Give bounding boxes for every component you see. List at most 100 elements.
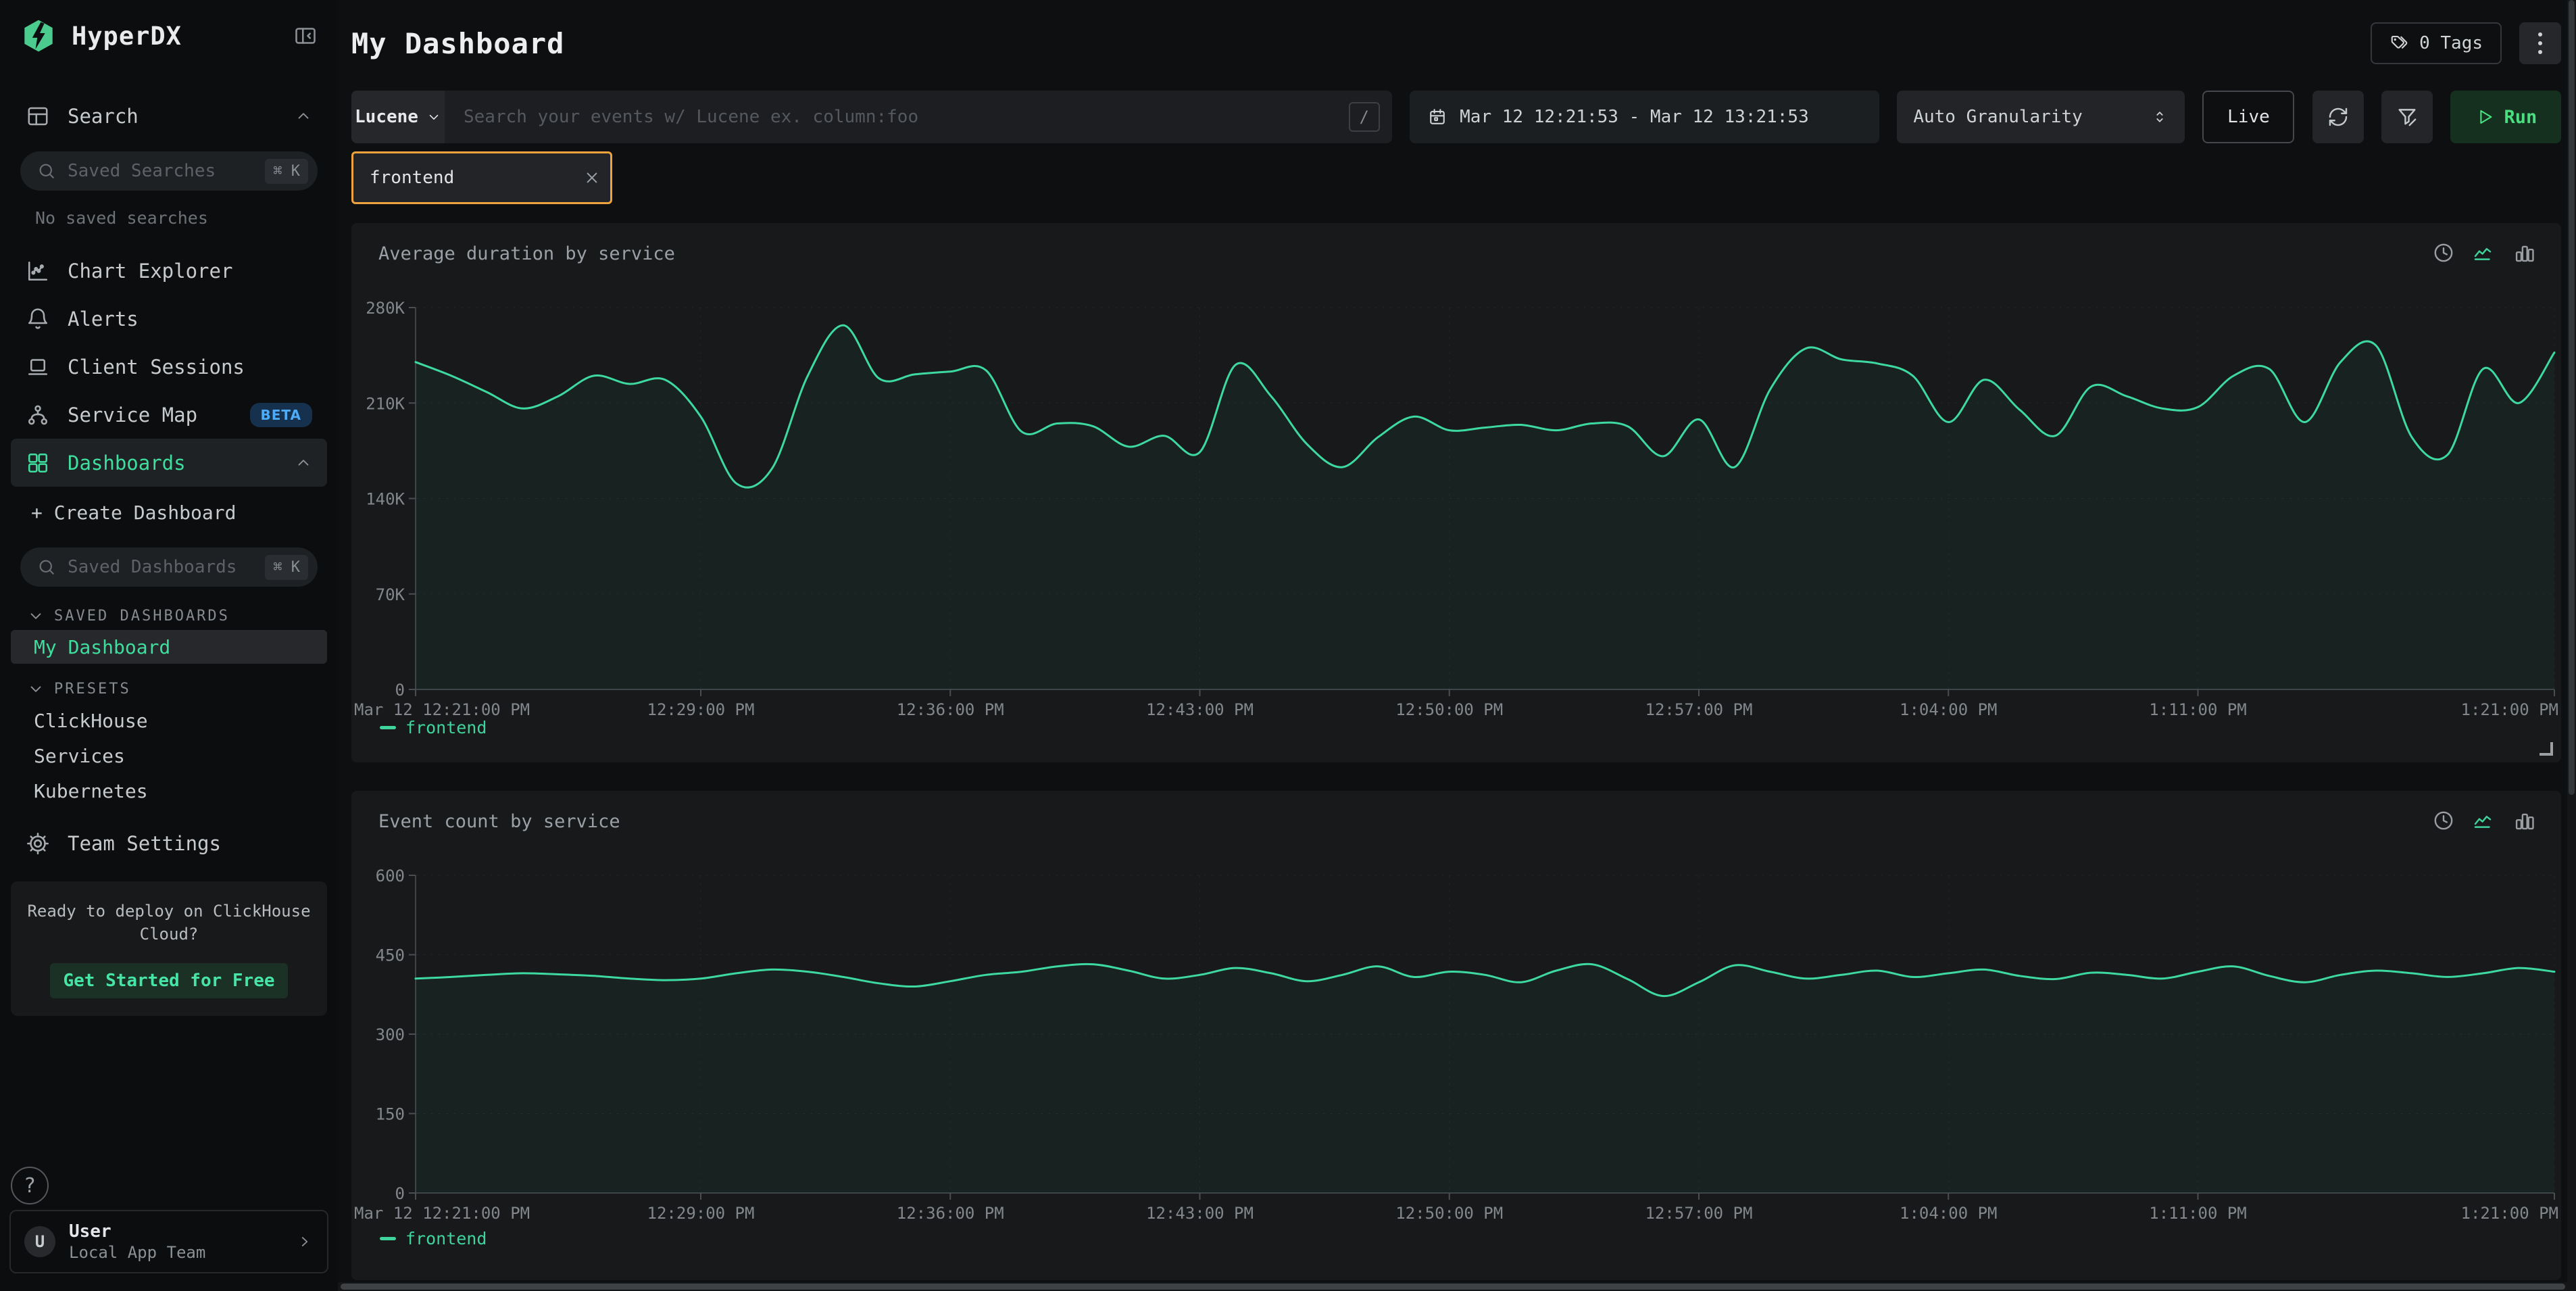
refresh-icon <box>2329 107 2347 126</box>
sidebar-nav: Chart Explorer Alerts Client Sessions Se… <box>11 247 327 487</box>
filter-icon <box>2398 109 2417 126</box>
sidebar-item-team-settings[interactable]: Team Settings <box>11 822 327 865</box>
sidebar-item-my-dashboard[interactable]: My Dashboard <box>11 630 327 664</box>
hyperdx-logo-icon[interactable] <box>20 18 57 54</box>
service-filter-input[interactable] <box>353 168 574 188</box>
promo-text: Ready to deploy on ClickHouse Cloud? <box>24 900 314 946</box>
sidebar-item-alerts[interactable]: Alerts <box>11 295 327 343</box>
sidebar-item-kubernetes[interactable]: Kubernetes <box>11 773 327 808</box>
presets-group-header[interactable]: PRESETS <box>11 675 327 703</box>
sidebar-item-service-map[interactable]: Service Map BETA <box>11 391 327 439</box>
saved-dashboards-input[interactable] <box>68 557 255 577</box>
service-map-icon <box>26 403 50 427</box>
chevron-down-icon <box>30 686 41 692</box>
saved-dashboards-group-header[interactable]: SAVED DASHBOARDS <box>11 602 327 630</box>
svg-text:300: 300 <box>376 1025 405 1044</box>
clickhouse-cloud-promo: Ready to deploy on ClickHouse Cloud? Get… <box>11 881 327 1017</box>
live-button[interactable]: Live <box>2202 91 2295 143</box>
chevron-up-icon[interactable] <box>295 454 312 472</box>
chart-toolbar <box>2429 238 2540 268</box>
presets-list: ClickHouse Services Kubernetes <box>11 703 327 808</box>
user-name: User <box>69 1221 112 1242</box>
horizontal-scrollbar[interactable] <box>338 1282 2576 1291</box>
dashboard-menu-button[interactable] <box>2519 22 2561 64</box>
svg-text:12:50:00 PM: 12:50:00 PM <box>1395 700 1503 719</box>
svg-text:12:36:00 PM: 12:36:00 PM <box>897 1204 1004 1223</box>
bell-icon <box>26 307 50 331</box>
page-title: My Dashboard <box>351 26 565 60</box>
chart-title: Average duration by service <box>378 243 675 264</box>
chart-legend[interactable]: frontend <box>380 718 487 737</box>
svg-text:12:43:00 PM: 12:43:00 PM <box>1146 700 1254 719</box>
sidebar-item-client-sessions[interactable]: Client Sessions <box>11 343 327 391</box>
app-title: HyperDX <box>72 21 182 51</box>
line-chart-event-count[interactable]: 0 150 300 450 600 Mar 12 12:21:00 PM 12:29:00 … <box>351 791 2561 1250</box>
granularity-select[interactable]: Auto Granularity <box>1897 91 2185 143</box>
vertical-scrollbar-thumb[interactable] <box>2569 0 2575 796</box>
slash-shortcut: / <box>1348 102 1380 132</box>
time-range-icon[interactable] <box>2429 806 2458 835</box>
main-content: My Dashboard 0 Tags Lucene / <box>338 0 2576 1291</box>
svg-text:12:29:00 PM: 12:29:00 PM <box>647 700 755 719</box>
user-menu[interactable]: U User Local App Team <box>9 1210 328 1273</box>
time-range-icon[interactable] <box>2429 238 2458 268</box>
preset-label: ClickHouse <box>34 709 148 732</box>
query-toolbar: Lucene / Mar 12 12:21:53 - Mar 12 13:21:… <box>351 91 2561 143</box>
avatar: U <box>24 1226 55 1257</box>
bar-chart-icon[interactable] <box>2510 806 2540 835</box>
sidebar-item-services[interactable]: Services <box>11 738 327 773</box>
help-button[interactable]: ? <box>11 1167 49 1204</box>
sidebar-item-label: Team Settings <box>68 832 221 855</box>
vertical-scrollbar[interactable] <box>2567 0 2576 1282</box>
dashboard-header: My Dashboard 0 Tags <box>351 19 2561 68</box>
svg-text:150: 150 <box>376 1105 405 1124</box>
group-header-label: PRESETS <box>54 680 131 698</box>
saved-searches-input[interactable] <box>68 161 255 181</box>
event-search-input[interactable] <box>445 107 1349 127</box>
horizontal-scrollbar-thumb[interactable] <box>341 1284 2565 1290</box>
sidebar-item-clickhouse[interactable]: ClickHouse <box>11 703 327 738</box>
remove-filter-button[interactable] <box>574 160 610 196</box>
line-chart-average-duration[interactable]: 0 70K 140K 210K 280K Mar 12 12:21:00 PM 12:29:… <box>351 223 2561 737</box>
chart-panel-average-duration: 0 70K 140K 210K 280K Mar 12 12:21:00 PM 12:29:… <box>351 223 2561 762</box>
search-input-wrap: / <box>445 91 1392 143</box>
line-chart-icon[interactable] <box>2469 806 2499 835</box>
tags-label: 0 Tags <box>2419 33 2483 53</box>
svg-text:600: 600 <box>376 867 405 885</box>
svg-text:12:57:00 PM: 12:57:00 PM <box>1645 700 1753 719</box>
user-team: Local App Team <box>69 1243 206 1262</box>
run-button[interactable]: Run <box>2450 91 2561 143</box>
chart-legend[interactable]: frontend <box>380 1229 487 1248</box>
chevron-up-icon[interactable] <box>295 107 312 125</box>
user-meta: User Local App Team <box>69 1221 282 1262</box>
date-range-label: Mar 12 12:21:53 - Mar 12 13:21:53 <box>1460 107 1809 127</box>
calendar-icon <box>1430 109 1445 124</box>
svg-text:1:11:00 PM: 1:11:00 PM <box>2149 700 2247 719</box>
svg-text:Mar 12 12:21:00 PM: Mar 12 12:21:00 PM <box>354 1204 530 1223</box>
sidebar-item-dashboards[interactable]: Dashboards <box>11 439 327 487</box>
bar-chart-icon[interactable] <box>2510 238 2540 268</box>
sidebar-item-search[interactable]: Search <box>11 95 327 138</box>
saved-searches-search[interactable]: ⌘ K <box>20 151 318 191</box>
panel-resize-handle[interactable] <box>2540 742 2553 756</box>
svg-text:12:57:00 PM: 12:57:00 PM <box>1645 1204 1753 1223</box>
close-icon <box>587 172 597 183</box>
language-selector[interactable]: Lucene <box>351 91 445 143</box>
date-range-picker[interactable]: Mar 12 12:21:53 - Mar 12 13:21:53 <box>1410 91 1880 143</box>
cmd-k-shortcut: ⌘ K <box>265 554 308 580</box>
svg-text:0: 0 <box>395 681 405 700</box>
collapse-sidebar-icon[interactable] <box>291 21 320 51</box>
tags-button[interactable]: 0 Tags <box>2371 22 2502 64</box>
laptop-icon <box>26 355 50 379</box>
create-dashboard-button[interactable]: + Create Dashboard <box>11 491 327 534</box>
saved-dashboards-search[interactable]: ⌘ K <box>20 547 318 587</box>
get-started-button[interactable]: Get Started for Free <box>50 963 288 999</box>
sidebar-item-chart-explorer[interactable]: Chart Explorer <box>11 247 327 295</box>
chevron-down-icon <box>429 114 439 120</box>
sidebar: HyperDX Search ⌘ K No saved searches Cha… <box>0 0 338 1291</box>
dashboard-link-label: My Dashboard <box>34 635 171 658</box>
line-chart-icon[interactable] <box>2469 238 2499 268</box>
filter-button[interactable] <box>2381 91 2433 143</box>
refresh-button[interactable] <box>2312 91 2364 143</box>
live-label: Live <box>2227 107 2270 127</box>
